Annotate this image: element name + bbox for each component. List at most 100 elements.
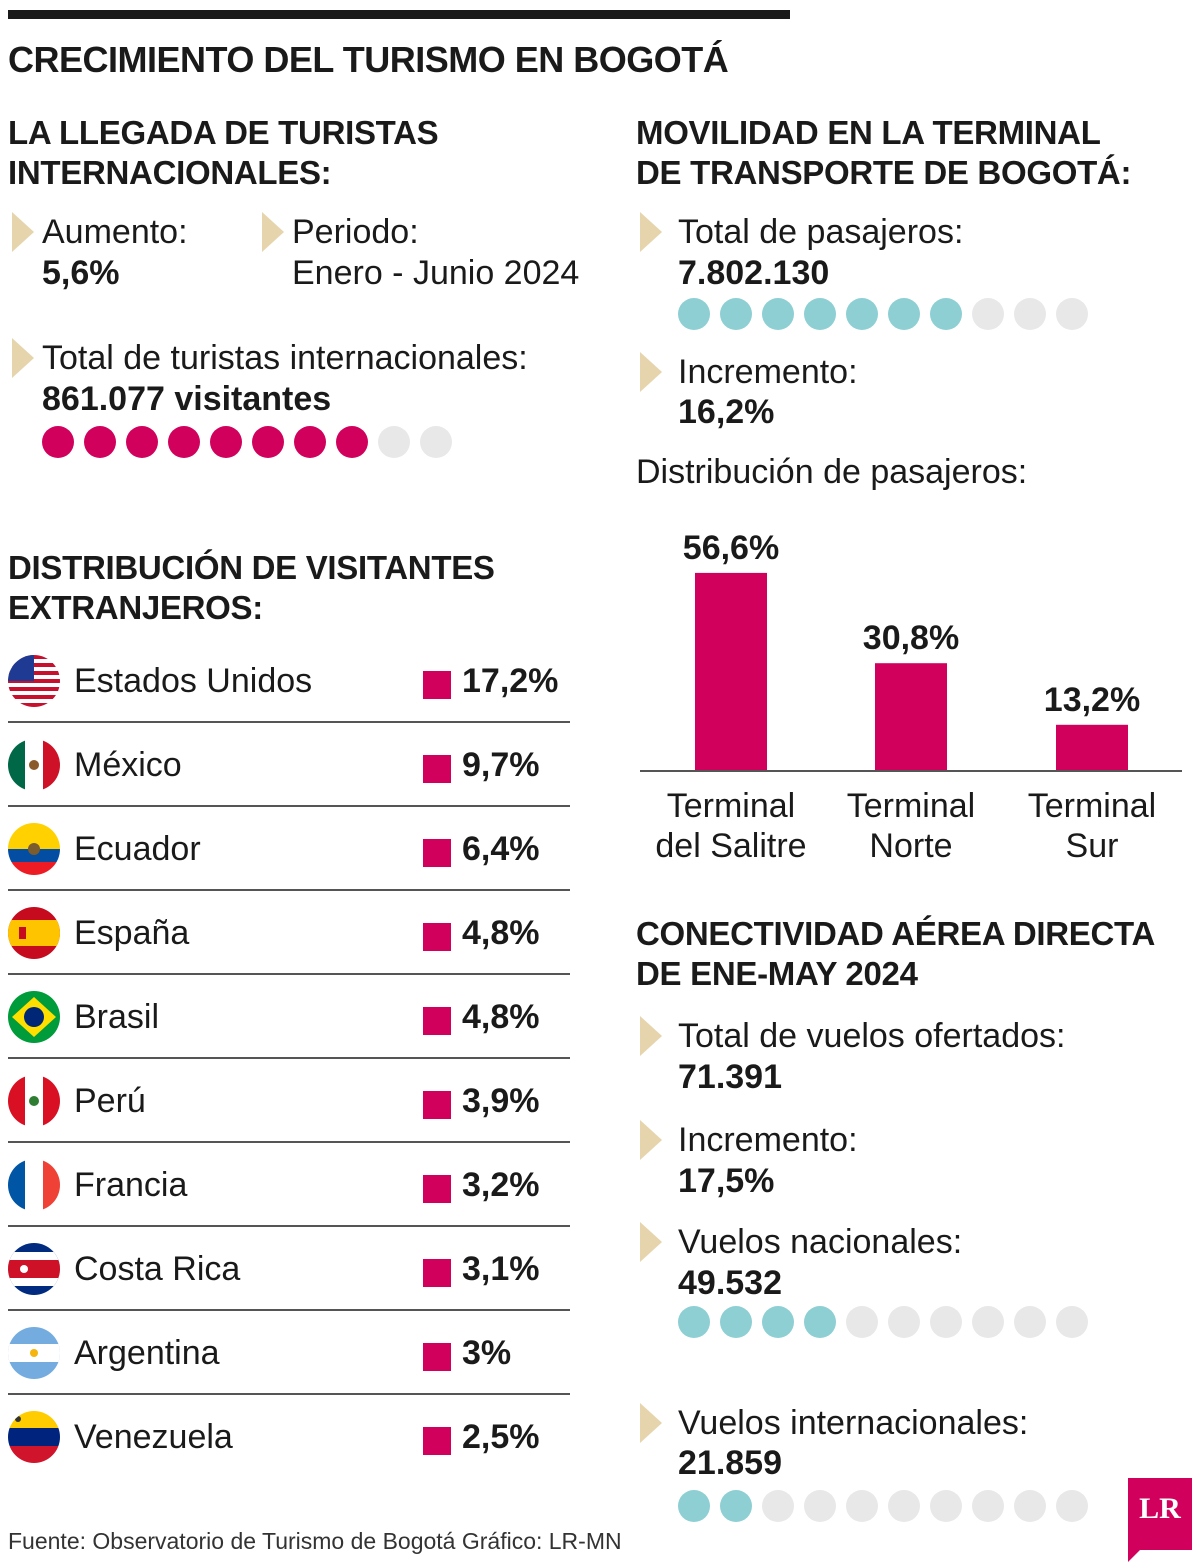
dot-empty (930, 1490, 962, 1522)
category-label: del Salitre (655, 827, 806, 865)
dot-empty (888, 1490, 920, 1522)
dot-filled (678, 1490, 710, 1522)
dot-empty (1056, 1490, 1088, 1522)
dot-filled (762, 298, 794, 330)
intl-total-label: Total de turistas internacionales: (42, 339, 528, 377)
dot-empty (972, 298, 1004, 330)
mexico-flag-icon (8, 739, 60, 791)
dot-filled (720, 298, 752, 330)
country-row: Francia 3,2% (8, 1141, 570, 1227)
country-row: México 9,7% (8, 721, 570, 807)
country-percent: 9,7% (462, 746, 540, 784)
country-row: Estados Unidos 17,2% (8, 637, 570, 723)
internacionales-value: 21.859 (678, 1444, 782, 1482)
dot-empty (378, 426, 410, 458)
nacionales-label: Vuelos nacionales: (678, 1223, 963, 1261)
country-name: México (74, 746, 182, 784)
dot-filled (678, 1306, 710, 1338)
dot-filled (678, 298, 710, 330)
country-row: Argentina 3% (8, 1309, 570, 1395)
dot-filled (720, 1490, 752, 1522)
bullet-arrow-icon (640, 1222, 662, 1262)
bar-value-label: 56,6% (683, 529, 779, 567)
country-name: Francia (74, 1166, 188, 1204)
top-rule (8, 10, 790, 19)
air-heading-line2: DE ENE-MAY 2024 (636, 955, 918, 992)
country-percent: 3,1% (462, 1250, 540, 1288)
bar (875, 663, 947, 771)
country-name: España (74, 914, 190, 952)
bullet-arrow-icon (640, 352, 662, 392)
dot-empty (846, 1490, 878, 1522)
air-incremento-label: Incremento: (678, 1121, 858, 1159)
aumento-value: 5,6% (42, 254, 120, 292)
distribution-pasajeros-label: Distribución de pasajeros: (636, 453, 1028, 491)
country-percent: 4,8% (462, 914, 540, 952)
bullet-arrow-icon (12, 212, 34, 252)
percent-marker-icon (423, 1259, 451, 1287)
intl-dot-scale (42, 426, 462, 458)
nacionales-dot-scale (678, 1306, 1098, 1338)
dot-empty (762, 1490, 794, 1522)
france-flag-icon (8, 1159, 60, 1211)
percent-marker-icon (423, 1175, 451, 1203)
terminal-heading-line2: DE TRANSPORTE DE BOGOTÁ: (636, 154, 1132, 191)
bullet-arrow-icon (640, 212, 662, 252)
page-title: CRECIMIENTO DEL TURISMO EN BOGOTÁ (8, 39, 729, 80)
intl-total-value: 861.077 visitantes (42, 380, 332, 418)
argentina-flag-icon (8, 1327, 60, 1379)
dot-empty (1014, 1490, 1046, 1522)
country-name: Estados Unidos (74, 662, 313, 700)
intl-heading-line2: INTERNACIONALES: (8, 154, 332, 191)
percent-marker-icon (423, 1091, 451, 1119)
category-label: Terminal (847, 787, 975, 825)
vuelos-total-value: 71.391 (678, 1058, 782, 1096)
usa-flag-icon (8, 655, 60, 707)
dot-empty (420, 426, 452, 458)
vuelos-total-label: Total de vuelos ofertados: (678, 1017, 1066, 1055)
air-incremento-value: 17,5% (678, 1162, 775, 1200)
periodo-label: Periodo: (292, 213, 419, 251)
dot-filled (930, 298, 962, 330)
percent-marker-icon (423, 923, 451, 951)
percent-marker-icon (423, 839, 451, 867)
dot-filled (720, 1306, 752, 1338)
country-name: Argentina (74, 1334, 220, 1372)
dot-empty (1014, 298, 1046, 330)
dot-empty (846, 1306, 878, 1338)
spain-flag-icon (8, 907, 60, 959)
dot-filled (168, 426, 200, 458)
dot-empty (888, 1306, 920, 1338)
percent-marker-icon (423, 1007, 451, 1035)
bar (1056, 724, 1128, 771)
air-heading-line1: CONECTIVIDAD AÉREA DIRECTA (636, 915, 1155, 952)
dot-empty (1014, 1306, 1046, 1338)
dot-filled (336, 426, 368, 458)
bar-value-label: 30,8% (863, 619, 959, 657)
country-percent: 17,2% (462, 662, 559, 700)
dot-filled (84, 426, 116, 458)
bar (695, 572, 767, 771)
country-percent: 3,9% (462, 1082, 540, 1120)
intl-heading-line1: LA LLEGADA DE TURISTAS (8, 114, 439, 151)
country-row: España 4,8% (8, 889, 570, 975)
dot-filled (762, 1306, 794, 1338)
internacionales-dot-scale (678, 1490, 1098, 1522)
dot-filled (804, 298, 836, 330)
country-percent: 4,8% (462, 998, 540, 1036)
dot-filled (846, 298, 878, 330)
pasajeros-value: 7.802.130 (678, 254, 830, 292)
venezuela-flag-icon (8, 1411, 60, 1463)
dot-filled (804, 1306, 836, 1338)
dot-filled (42, 426, 74, 458)
dot-filled (294, 426, 326, 458)
country-name: Ecuador (74, 830, 201, 868)
percent-marker-icon (423, 1427, 451, 1455)
nacionales-value: 49.532 (678, 1264, 782, 1302)
country-row: Costa Rica 3,1% (8, 1225, 570, 1311)
country-name: Perú (74, 1082, 146, 1120)
country-percent: 6,4% (462, 830, 540, 868)
terminal-heading-line1: MOVILIDAD EN LA TERMINAL (636, 114, 1101, 151)
country-row: Venezuela 2,5% (8, 1393, 570, 1477)
